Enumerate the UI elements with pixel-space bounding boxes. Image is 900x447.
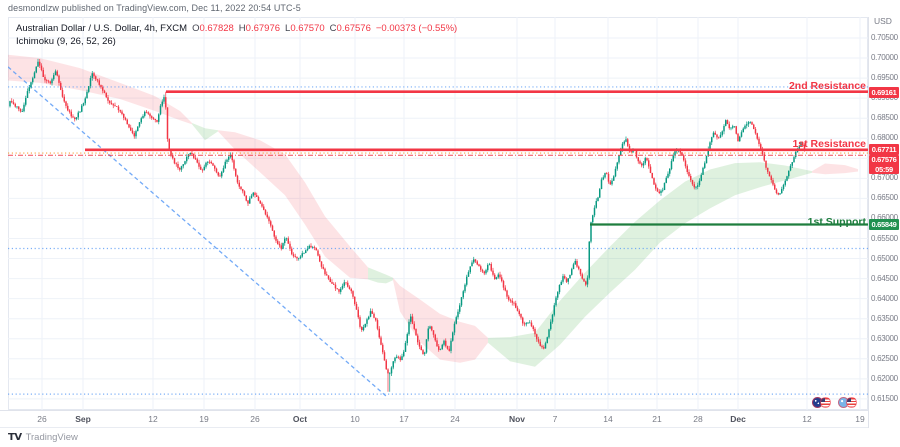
resistance2-price-badge: 0.69161 (869, 87, 899, 98)
time-axis-label: Nov (508, 414, 526, 424)
price-axis-label: 0.61500 (871, 393, 898, 403)
bar-countdown: 05:59 (875, 164, 893, 174)
time-axis-label: 28 (693, 414, 703, 424)
resistance2-line-label: 2nd Resistance (788, 80, 866, 92)
support1-price-badge: 0.65849 (869, 219, 899, 230)
price-axis-currency: USD (874, 16, 892, 26)
time-axis-label: 10 (350, 414, 360, 424)
time-axis-label: 12 (148, 414, 158, 424)
time-axis-label: 12 (802, 414, 812, 424)
price-axis-label: 0.65000 (871, 253, 898, 263)
time-axis-label: 17 (399, 414, 409, 424)
tradingview-logo-icon[interactable]: TV (8, 431, 22, 443)
price-axis-label: 0.66500 (871, 193, 898, 203)
time-axis-label: 21 (652, 414, 662, 424)
current-price-value: 0.67576 (871, 155, 897, 164)
price-axis-label: 0.66000 (871, 213, 898, 223)
price-axis-label: 0.63000 (871, 333, 898, 343)
ohlc-close-label: C (329, 23, 337, 34)
price-axis-label: 0.63500 (871, 313, 898, 323)
footer: TV TradingView (8, 430, 78, 444)
second-pair-icon (838, 397, 857, 410)
legend-indicator-row[interactable]: Ichimoku (9, 26, 52, 26) (16, 36, 116, 47)
time-axis-label: Sep (75, 414, 91, 424)
time-axis-label: 19 (855, 414, 865, 424)
price-chart-canvas[interactable] (8, 17, 868, 410)
helper-lines (8, 66, 868, 399)
price-axis-label: 0.70500 (871, 33, 898, 42)
audusd-pair-icon (812, 397, 831, 410)
time-axis-label: Oct (292, 414, 308, 424)
legend-symbol-title[interactable]: Australian Dollar / U.S. Dollar, 4h, FXC… (16, 23, 188, 34)
current-price-badge: 0.67576 05:59 (869, 155, 899, 174)
price-axis-label: 0.65500 (871, 233, 898, 243)
ichimoku-cloud (8, 54, 858, 367)
usd-flag-icon (820, 397, 831, 408)
price-axis-label: 0.68000 (871, 133, 898, 143)
legend-symbol-row[interactable]: Australian Dollar / U.S. Dollar, 4h, FXC… (16, 22, 457, 35)
resistance1-line-label: 1st Resistance (792, 138, 866, 150)
chart-legend: Australian Dollar / U.S. Dollar, 4h, FXC… (16, 22, 457, 48)
time-axis-label: Dec (730, 414, 746, 424)
ohlc-close-value: 0.67576 (336, 23, 371, 34)
candlestick-series (9, 58, 806, 392)
tradingview-logo[interactable]: TradingView (25, 431, 78, 443)
chart-frame (8, 17, 868, 410)
price-axis-label: 0.64500 (871, 273, 898, 283)
ohlc-open-label: O (192, 23, 200, 34)
price-axis-label: 0.67000 (871, 173, 898, 183)
ohlc-high-value: 0.67976 (245, 23, 281, 34)
price-axis-label: 0.68500 (871, 113, 898, 123)
ohlc-low-value: 0.67570 (290, 23, 325, 34)
ohlc-change-value: −0.00373 (−0.55%) (375, 23, 458, 34)
time-axis-label: 7 (552, 414, 558, 424)
plot-area (8, 17, 868, 410)
time-axis-label: 26 (250, 414, 260, 424)
gridlines (8, 17, 868, 410)
support1-line-label: 1st Support (807, 216, 866, 228)
price-axis-label: 0.62000 (871, 373, 898, 383)
price-axis-label: 0.69500 (871, 73, 898, 83)
usd-flag-icon (846, 397, 857, 408)
time-axis-label: 24 (450, 414, 460, 424)
time-axis-label: 26 (37, 414, 47, 424)
price-axis-label: 0.62500 (871, 353, 898, 363)
resistance1-price-badge: 0.67711 (869, 144, 899, 155)
price-axis-label: 0.70000 (871, 53, 898, 63)
ohlc-low-label: L (285, 23, 291, 34)
ohlc-high-label: H (238, 23, 246, 34)
time-axis-label: 19 (199, 414, 209, 424)
publish-caption: desmondlzw published on TradingView.com,… (8, 3, 301, 13)
ohlc-open-value: 0.67828 (199, 23, 234, 34)
price-axis-label: 0.64000 (871, 293, 898, 303)
support-resistance-lines[interactable] (8, 90, 868, 226)
time-axis-label: 14 (603, 414, 613, 424)
time-axis[interactable] (0, 410, 900, 428)
